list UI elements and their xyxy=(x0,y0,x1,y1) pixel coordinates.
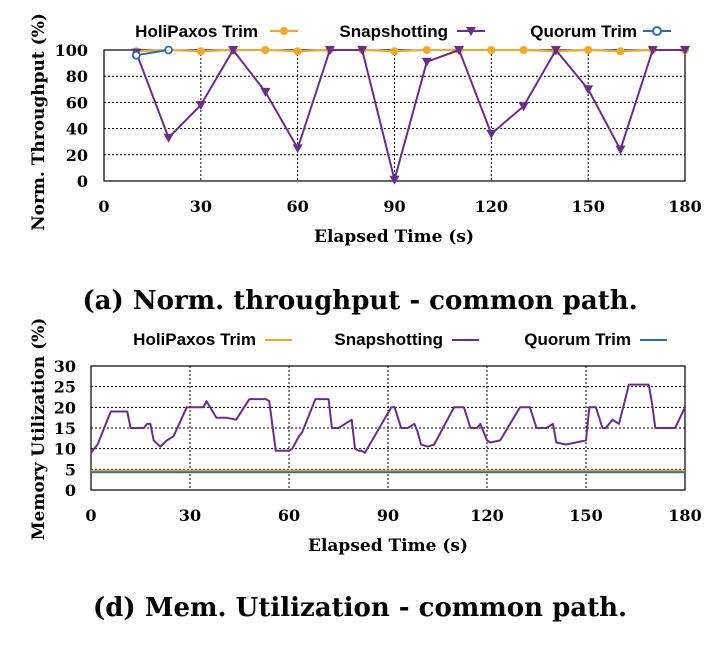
data-point-snapshotting xyxy=(228,46,239,55)
x-tick-label: 0 xyxy=(98,197,109,216)
y-tick-label: 20 xyxy=(54,398,76,417)
x-tick-label: 120 xyxy=(475,197,508,216)
data-point-quorum-trim xyxy=(164,45,173,55)
x-axis-label-a: Elapsed Time (s) xyxy=(314,227,474,247)
x-tick-label: 180 xyxy=(668,197,701,216)
x-tick-label: 60 xyxy=(278,506,300,525)
data-point-snapshotting xyxy=(292,144,303,154)
legend-d-item-1: Snapshotting xyxy=(334,330,479,349)
series-d xyxy=(90,383,686,474)
y-tick-label: 20 xyxy=(66,146,88,165)
data-point-holipaxos-trim xyxy=(487,46,496,54)
y-tick-label: 100 xyxy=(55,41,88,60)
legend-a-label-0: HoliPaxos Trim xyxy=(135,22,258,41)
x-tick-label: 0 xyxy=(85,506,96,525)
x-tick-label: 60 xyxy=(287,197,309,216)
grid-d xyxy=(91,366,685,490)
y-tick-label: 5 xyxy=(65,460,76,479)
series-line-holipaxos-trim xyxy=(136,49,685,53)
chart-a: HoliPaxos Trim Snapshotting Quorum Trim … xyxy=(29,13,702,316)
y-tick-label: 0 xyxy=(65,481,76,500)
y-tick-label: 80 xyxy=(66,67,88,86)
x-axis-label-d: Elapsed Time (s) xyxy=(308,536,468,556)
x-tick-label: 30 xyxy=(190,197,212,216)
data-point-holipaxos-trim xyxy=(422,46,431,54)
y-ticks-a: 0 20 40 60 80 100 xyxy=(55,41,88,191)
y-tick-label: 40 xyxy=(66,120,88,139)
caption-a: (a) Norm. throughput - common path. xyxy=(82,286,637,316)
data-point-snapshotting xyxy=(454,46,465,55)
data-point-snapshotting xyxy=(680,46,690,55)
legend-d-item-2: Quorum Trim xyxy=(524,330,667,349)
legend-a: HoliPaxos Trim Snapshotting Quorum Trim xyxy=(135,22,671,41)
data-point-snapshotting xyxy=(260,87,271,97)
legend-d: HoliPaxos Trim Snapshotting Quorum Trim xyxy=(133,330,667,349)
legend-a-marker-0 xyxy=(280,27,288,35)
legend-a-item-0: HoliPaxos Trim xyxy=(135,22,298,41)
series-line-snapshotting xyxy=(90,383,686,454)
legend-a-item-2: Quorum Trim xyxy=(530,22,671,41)
legend-d-label-1: Snapshotting xyxy=(334,330,443,349)
data-point-holipaxos-trim xyxy=(519,46,528,54)
grid-a xyxy=(104,50,685,181)
x-tick-label: 120 xyxy=(470,506,503,525)
y-axis-label-a: Norm. Throughput (%) xyxy=(29,13,49,231)
legend-a-marker-2 xyxy=(652,26,662,36)
data-point-holipaxos-trim xyxy=(261,46,270,54)
legend-d-label-0: HoliPaxos Trim xyxy=(133,330,256,349)
data-point-snapshotting xyxy=(324,46,335,55)
data-point-snapshotting xyxy=(615,145,626,155)
data-point-holipaxos-trim xyxy=(390,47,399,56)
x-tick-label: 90 xyxy=(383,197,405,216)
y-tick-label: 0 xyxy=(77,172,88,191)
x-tick-label: 150 xyxy=(569,506,602,525)
series-line-snapshotting xyxy=(135,49,685,181)
series-a xyxy=(131,45,690,185)
data-point-snapshotting xyxy=(421,57,432,67)
data-point-snapshotting xyxy=(647,46,658,55)
legend-a-label-2: Quorum Trim xyxy=(530,22,637,41)
y-tick-label: 60 xyxy=(66,93,88,112)
legend-a-label-1: Snapshotting xyxy=(339,22,448,41)
data-point-snapshotting xyxy=(518,102,529,112)
x-tick-label: 150 xyxy=(571,197,604,216)
legend-a-marker-1 xyxy=(466,27,476,36)
chart-d: HoliPaxos Trim Snapshotting Quorum Trim … xyxy=(29,318,702,623)
x-tick-label: 90 xyxy=(377,506,399,525)
x-ticks-a: 0 30 60 90 120 150 180 xyxy=(98,197,701,216)
data-point-quorum-trim xyxy=(131,50,141,60)
data-point-snapshotting xyxy=(583,85,594,95)
data-point-snapshotting xyxy=(195,101,206,111)
data-point-snapshotting xyxy=(389,175,400,185)
x-tick-label: 180 xyxy=(668,506,701,525)
data-point-snapshotting xyxy=(357,46,368,55)
data-point-snapshotting xyxy=(163,133,174,143)
data-point-snapshotting xyxy=(550,46,561,55)
legend-d-item-0: HoliPaxos Trim xyxy=(133,330,292,349)
legend-d-label-2: Quorum Trim xyxy=(524,330,631,349)
y-axis-label-d: Memory Utilization (%) xyxy=(29,318,49,541)
data-point-holipaxos-trim xyxy=(616,47,625,56)
y-tick-label: 10 xyxy=(54,440,76,459)
x-ticks-d: 0 30 60 90 120 150 180 xyxy=(85,506,701,525)
x-tick-label: 30 xyxy=(179,506,201,525)
y-tick-label: 30 xyxy=(54,357,76,376)
y-tick-label: 25 xyxy=(54,378,76,397)
data-point-holipaxos-trim xyxy=(196,47,205,56)
caption-d: (d) Mem. Utilization - common path. xyxy=(93,593,627,623)
y-tick-label: 15 xyxy=(54,419,76,438)
series-line-quorum-trim xyxy=(136,49,169,57)
data-point-holipaxos-trim xyxy=(293,47,302,56)
data-point-snapshotting xyxy=(486,129,497,139)
data-point-holipaxos-trim xyxy=(584,46,593,54)
legend-a-item-1: Snapshotting xyxy=(339,22,485,41)
